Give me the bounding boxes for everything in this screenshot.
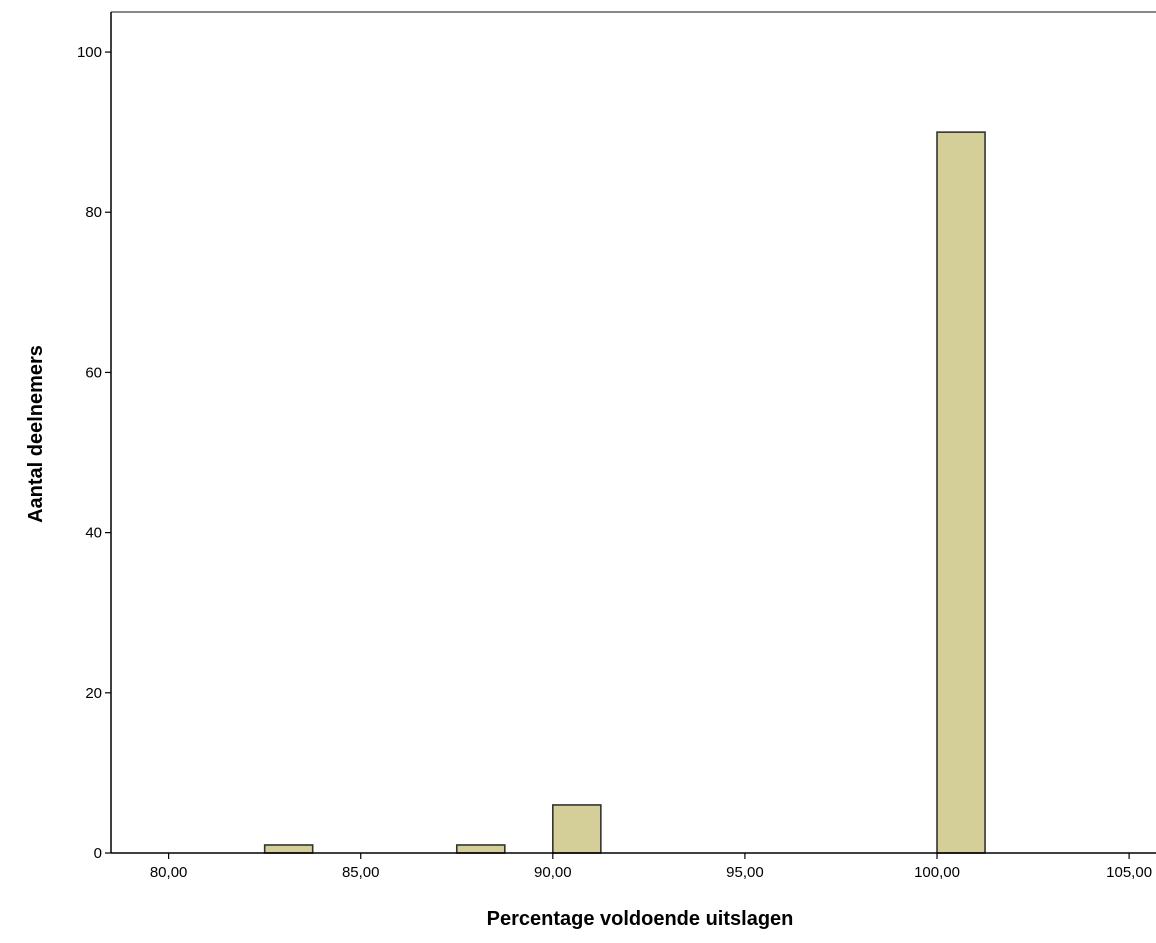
y-tick-label-80: 80 xyxy=(85,204,102,221)
y-tick-label-60: 60 xyxy=(85,364,102,381)
y-axis-title: Aantal deelnemers xyxy=(25,345,47,523)
y-tick-label-0: 0 xyxy=(94,845,102,862)
histogram-bar-4 xyxy=(936,131,986,854)
x-tick-label-80: 80,00 xyxy=(150,864,188,881)
histogram-bar-1 xyxy=(263,844,314,854)
y-tick-label-100: 100 xyxy=(77,44,102,61)
histogram-bar-2 xyxy=(455,844,506,854)
x-tick-label-100: 100,00 xyxy=(914,864,960,881)
x-tick-label-105: 105,00 xyxy=(1106,864,1152,881)
y-tick-label-40: 40 xyxy=(85,525,102,542)
y-tick-label-20: 20 xyxy=(85,685,102,702)
x-tick-label-85: 85,00 xyxy=(342,864,380,881)
x-axis-title: Percentage voldoende uitslagen xyxy=(487,908,794,930)
x-tick-label-90: 90,00 xyxy=(534,864,572,881)
histogram-bar-3 xyxy=(552,804,602,854)
x-tick-label-95: 95,00 xyxy=(726,864,764,881)
